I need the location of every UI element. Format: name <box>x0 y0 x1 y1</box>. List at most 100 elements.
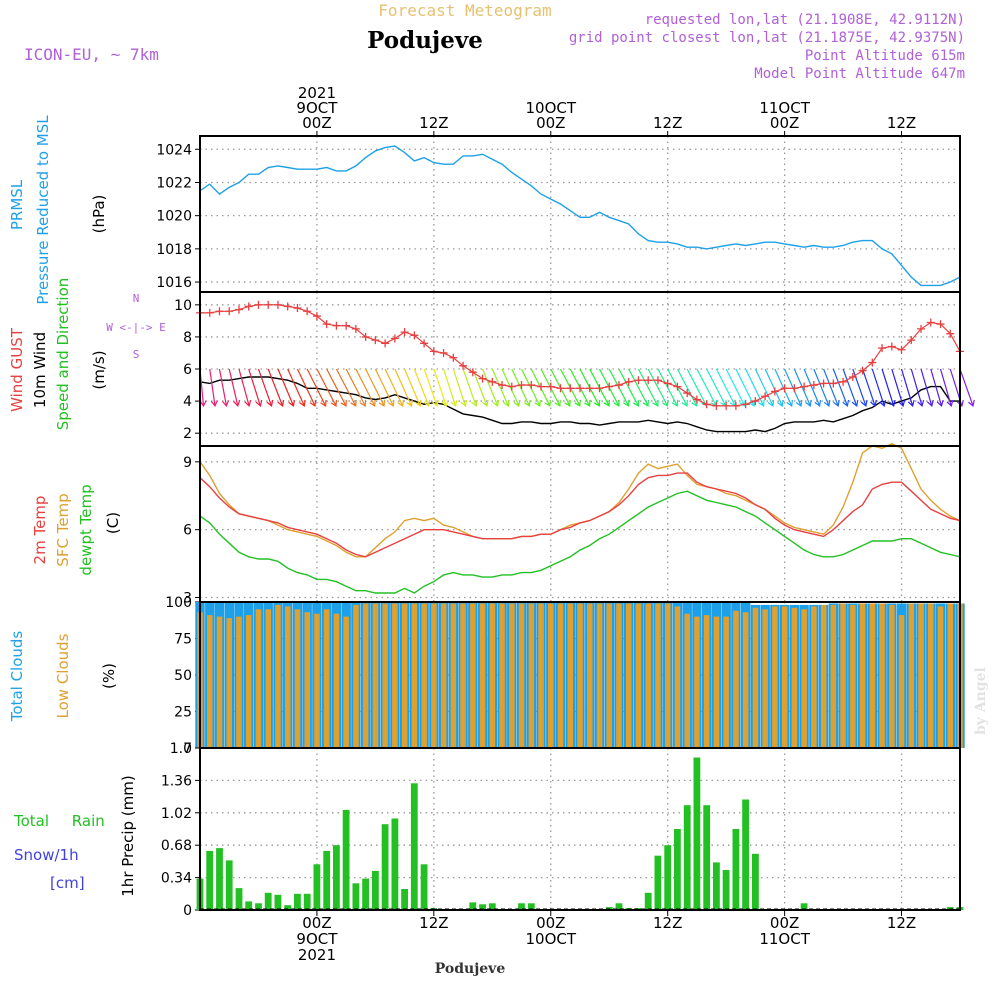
gust-point <box>605 382 614 391</box>
gust-point <box>683 389 692 398</box>
gust-point <box>790 384 799 393</box>
wind-arrow-head <box>369 399 376 407</box>
rain-bar <box>216 848 223 910</box>
wind-arrow-head <box>907 399 915 408</box>
top-time-label: 00Z <box>536 114 565 132</box>
pressure-label: Pressure Reduced to MSL <box>34 115 52 305</box>
wind-arrow-head <box>359 399 367 407</box>
wind-direction-arrow <box>218 368 228 407</box>
low-cloud-bar <box>713 616 720 748</box>
gust-point <box>848 373 857 382</box>
low-cloud-bar <box>791 607 798 748</box>
top-time-label: 00Z <box>770 114 799 132</box>
low-cloud-bar <box>665 603 671 748</box>
wind-direction-arrow <box>774 368 793 407</box>
wind-direction-arrow <box>335 368 357 407</box>
wind-direction-arrow <box>394 368 413 407</box>
low-cloud-bar <box>479 603 486 748</box>
bottom-time-label: 00Z <box>536 914 565 932</box>
gust-point <box>819 379 828 388</box>
low-cloud-bar <box>557 603 564 748</box>
wind-direction-arrow <box>764 368 783 407</box>
low-cloud-bar <box>889 604 895 748</box>
wind-direction-arrow <box>287 368 305 407</box>
rain-bar <box>693 757 701 910</box>
low-cloud-bar <box>772 606 778 748</box>
wind-direction-arrow <box>861 368 876 407</box>
wind-direction-arrow <box>404 368 421 407</box>
wind-direction-arrow <box>257 368 273 407</box>
wind-arrow-head <box>199 400 207 408</box>
compass-west-east: W <-|-> E <box>106 321 166 334</box>
wind-direction-arrow <box>628 368 649 407</box>
gust-point <box>507 382 516 391</box>
rain-bar <box>410 783 418 910</box>
rain-bar <box>674 829 681 910</box>
rain-bar <box>703 805 711 910</box>
rain-bar <box>333 845 340 910</box>
top-time-label: 00Z <box>302 114 331 132</box>
clouds-panel: 0 25 50 75 100 <box>165 595 965 757</box>
wind-arrow-head <box>244 399 252 408</box>
credit-watermark: by Angel <box>973 667 989 735</box>
low-cloud-bar <box>684 613 690 748</box>
wind-ytick-label: 10 <box>174 298 192 314</box>
rain-bar <box>352 883 360 910</box>
gust-point <box>332 321 341 330</box>
low-cloud-bar <box>840 603 846 748</box>
temperature-ytick-label: 9 <box>183 455 192 471</box>
rain-bar <box>313 864 321 910</box>
precip-unit: 1hr Precip (mm) <box>119 775 137 896</box>
gust-point <box>371 336 380 345</box>
low-cloud-bar <box>265 609 271 748</box>
low-cloud-bar <box>285 606 291 748</box>
gust-point <box>303 307 312 316</box>
compass-south: S <box>133 348 140 361</box>
wind-direction-arrow <box>238 368 250 407</box>
gust-point <box>702 400 711 409</box>
gust-point <box>936 320 945 329</box>
wind-arrow-head <box>642 399 649 407</box>
rain-bar <box>235 888 243 910</box>
clouds-ytick-label: 50 <box>174 668 192 684</box>
wind-direction-arrow <box>423 368 438 407</box>
clouds-ytick-label: 100 <box>165 595 192 611</box>
wind-direction-arrow <box>842 368 858 407</box>
gust-label: Wind GUST <box>8 327 26 412</box>
gust-point <box>663 379 672 388</box>
wind-direction-arrow <box>891 368 904 407</box>
forecast-title: Forecast Meteogram <box>378 1 551 20</box>
gust-point <box>809 381 818 390</box>
wind-arrow-head <box>613 399 620 407</box>
wind-direction-arrow <box>784 368 802 407</box>
requested-coords: requested lon,lat (21.1908E, 42.9112N) <box>645 12 965 28</box>
low-cloud-bar <box>353 604 359 748</box>
wind-arrow-head <box>544 399 551 407</box>
low-cloud-bar <box>645 603 651 748</box>
low-cloud-bar <box>323 609 330 748</box>
gust-point <box>653 376 662 385</box>
gust-point <box>946 329 955 338</box>
gust-point <box>751 397 760 406</box>
rain-bar <box>742 799 749 910</box>
rain-bar <box>284 905 292 910</box>
low-cloud-bar <box>372 603 379 748</box>
low-cloud-bar <box>694 616 700 748</box>
rain-bar <box>401 889 408 910</box>
wind-arrow-head <box>652 399 659 407</box>
wind-arrow-head <box>851 399 859 407</box>
gust-point <box>595 384 604 393</box>
pressure-line <box>199 145 961 287</box>
pressure-ytick-label: 1016 <box>156 275 192 291</box>
wind-unit: (m/s) <box>90 350 108 389</box>
wind-direction-arrow <box>413 368 430 407</box>
gust-point <box>887 342 896 351</box>
wind-direction-arrow <box>745 368 765 407</box>
wind-arrow-head <box>671 399 679 407</box>
wind-arrow-head <box>593 399 601 407</box>
low-cloud-bar <box>635 603 642 748</box>
low-cloud-bar <box>869 603 876 748</box>
gust-point <box>897 345 906 354</box>
gust-point <box>770 387 779 396</box>
